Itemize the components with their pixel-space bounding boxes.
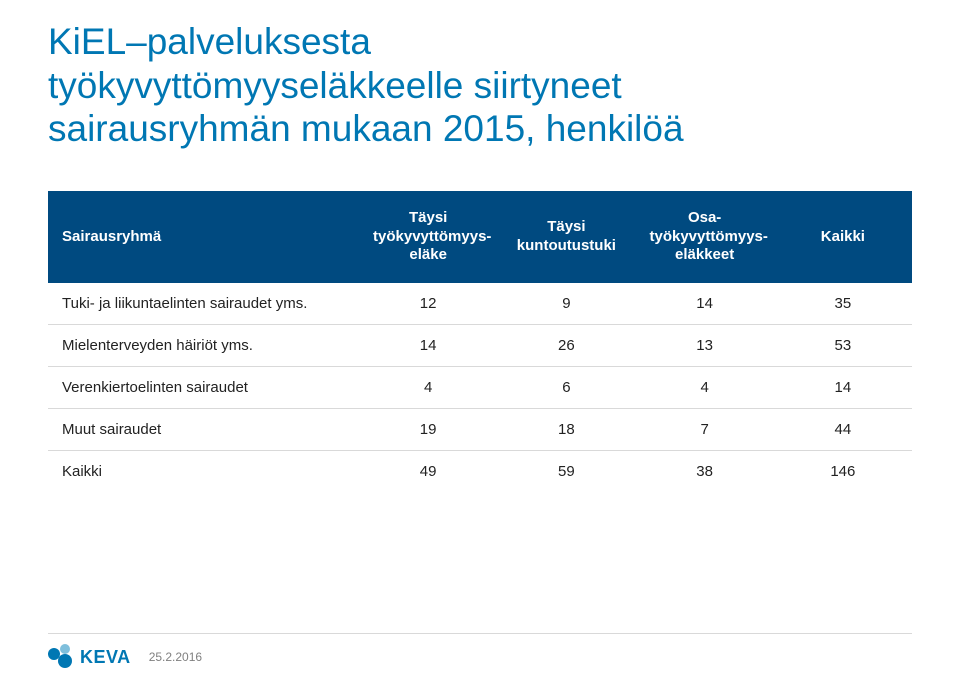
table-row: Mielenterveyden häiriöt yms. 14 26 13 53 [48,325,912,367]
keva-logo-icon [48,644,74,670]
cell-total: 35 [774,283,912,325]
cell-full: 4 [359,367,497,409]
col-header-total: Kaikki [774,191,912,283]
keva-logo-text: KEVA [80,647,131,668]
row-label: Mielenterveyden häiriöt yms. [48,325,359,367]
col-header-osa: Osa-työkyvyttömyys-eläkkeet [636,191,774,283]
title-block: KiEL–palveluksesta työkyvyttömyyseläkkee… [48,20,912,151]
cell-osa: 4 [636,367,774,409]
row-label: Tuki- ja liikuntaelinten sairaudet yms. [48,283,359,325]
cell-osa: 14 [636,283,774,325]
cell-rehab: 59 [497,451,635,493]
row-label: Verenkiertoelinten sairaudet [48,367,359,409]
table-row: Tuki- ja liikuntaelinten sairaudet yms. … [48,283,912,325]
cell-rehab: 26 [497,325,635,367]
cell-total: 53 [774,325,912,367]
footer-date: 25.2.2016 [149,650,202,664]
cell-full: 19 [359,409,497,451]
cell-total: 14 [774,367,912,409]
row-label: Muut sairaudet [48,409,359,451]
col-header-full: Täysityökyvyttömyys-eläke [359,191,497,283]
slide: KiEL–palveluksesta työkyvyttömyyseläkkee… [0,0,960,690]
table-row: Muut sairaudet 19 18 7 44 [48,409,912,451]
col-header-label: Sairausryhmä [48,191,359,283]
col-header-rehab: Täysikuntoutustuki [497,191,635,283]
cell-full: 49 [359,451,497,493]
cell-osa: 38 [636,451,774,493]
cell-osa: 13 [636,325,774,367]
cell-rehab: 18 [497,409,635,451]
cell-total: 146 [774,451,912,493]
footer: KEVA 25.2.2016 [48,644,202,670]
footer-divider [48,633,912,634]
table-header-row: Sairausryhmä Täysityökyvyttömyys-eläke T… [48,191,912,283]
title-line-2: työkyvyttömyyseläkkeelle siirtyneet [48,64,912,108]
cell-full: 14 [359,325,497,367]
row-label: Kaikki [48,451,359,493]
cell-osa: 7 [636,409,774,451]
cell-full: 12 [359,283,497,325]
table-row: Verenkiertoelinten sairaudet 4 6 4 14 [48,367,912,409]
cell-rehab: 9 [497,283,635,325]
cell-rehab: 6 [497,367,635,409]
cell-total: 44 [774,409,912,451]
title-line-1: KiEL–palveluksesta [48,20,912,64]
keva-logo: KEVA [48,644,131,670]
data-table: Sairausryhmä Täysityökyvyttömyys-eläke T… [48,191,912,492]
title-line-3: sairausryhmän mukaan 2015, henkilöä [48,107,912,151]
table-row-total: Kaikki 49 59 38 146 [48,451,912,493]
